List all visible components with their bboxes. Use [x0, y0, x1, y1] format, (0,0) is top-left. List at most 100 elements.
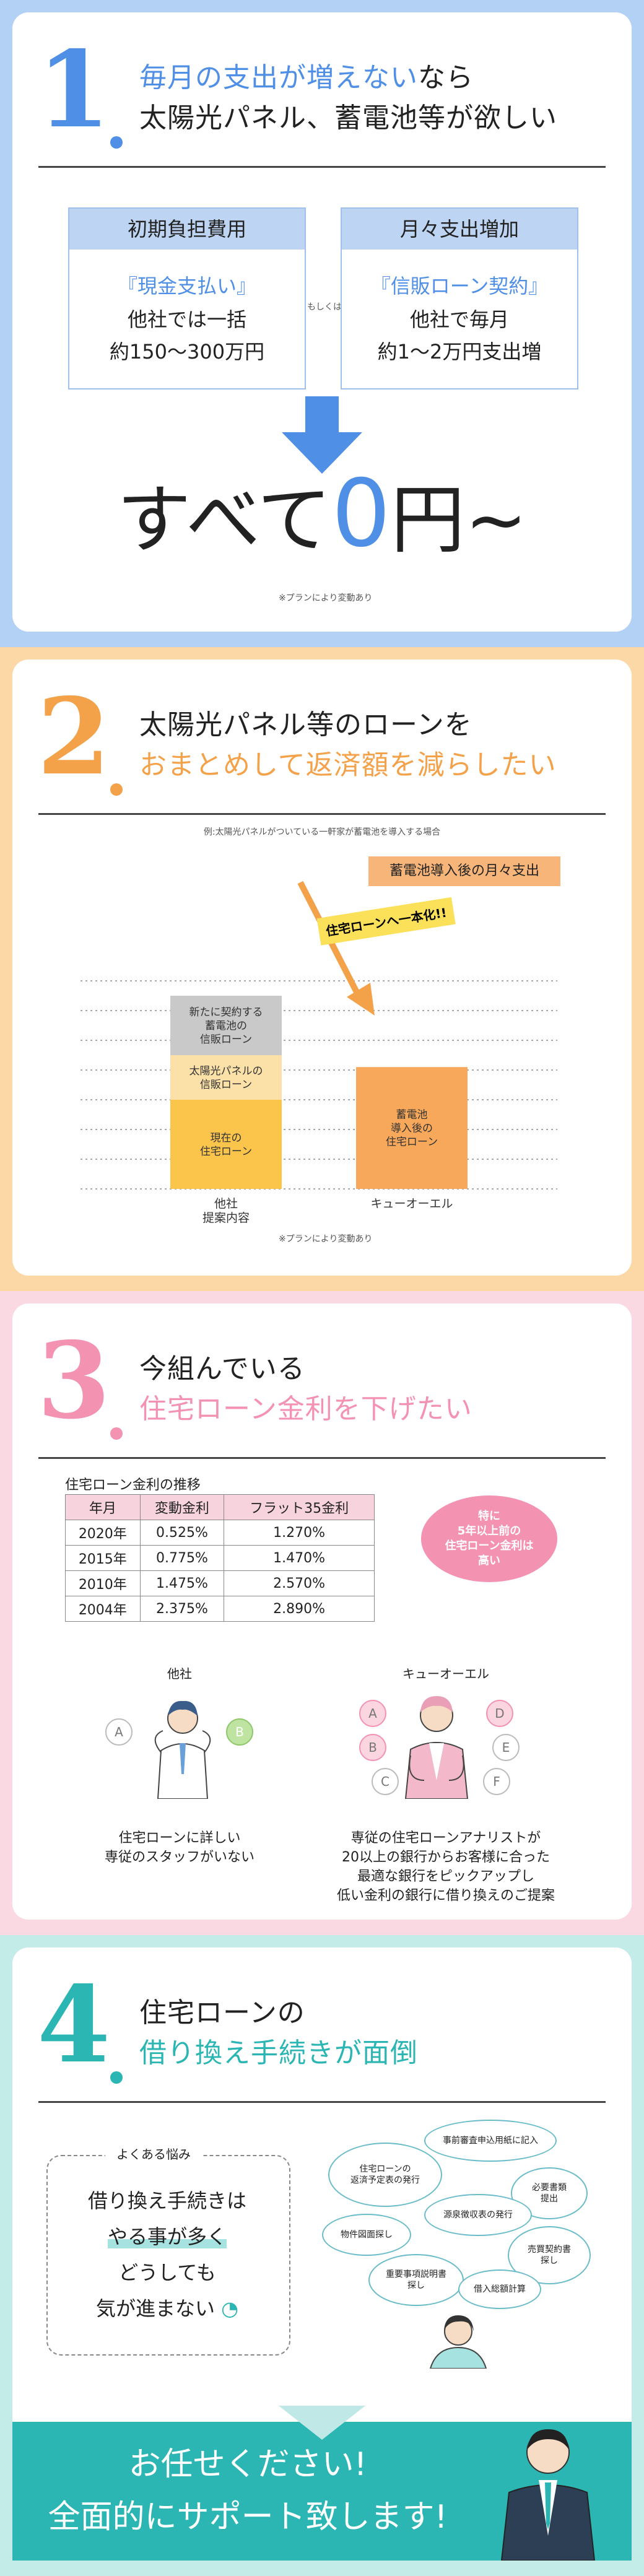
- chart-segment-label: 蓄電池: [396, 1109, 428, 1121]
- section-2-dot: [110, 783, 123, 796]
- caption-line: 最適な銀行をピックアップし: [357, 1869, 534, 1884]
- option-letter: B: [226, 1718, 253, 1746]
- chart-grid: [80, 980, 557, 1190]
- section-3-dot: [110, 1427, 123, 1440]
- worried-person-icon: [429, 2315, 487, 2369]
- section-4-card: 4 住宅ローンの 借り換え手続きが面倒 よくある悩み 借り換え手続きは やる事が…: [12, 1947, 632, 2561]
- caption-line: 専従の住宅ローンアナリストが: [350, 1830, 541, 1846]
- chart-segment-label: 新たに契約する: [189, 1006, 263, 1019]
- table-cell: 0.775%: [139, 1545, 225, 1571]
- worry-line-last: 気が進まない ◔: [46, 2291, 288, 2326]
- chart-caption: 例:太陽光パネルがついている一軒家が蓄電池を導入する場合: [203, 827, 441, 837]
- table-cell: 2015年: [65, 1545, 141, 1571]
- monthly-cost-line1: 『信販ローン契約』: [370, 274, 549, 298]
- competitor-label: 他社: [167, 1666, 192, 1681]
- banner-line1: お任せください!: [128, 2446, 367, 2483]
- analyst-icon: [404, 1696, 469, 1799]
- task-bubble: 物件図面探し: [322, 2214, 411, 2256]
- rate-table: 年月 変動金利 フラット35金利 2020年 0.525% 1.270% 2015年…: [65, 1494, 375, 1622]
- task-bubble: 売買契約書 探し: [508, 2226, 591, 2284]
- zero-yen-result: すべて0円~: [12, 468, 632, 567]
- chart-segment-label: 太陽光パネルの: [189, 1065, 263, 1077]
- worry-line-hl: やる事が多く: [46, 2219, 288, 2255]
- chart-segment-label: 現在の: [211, 1132, 242, 1144]
- chart-segment-label: 住宅ローン: [200, 1146, 252, 1158]
- section-4-title-line2: 借り換え手続きが面倒: [139, 2037, 418, 2069]
- chart-category-label: 他社: [214, 1197, 238, 1211]
- section-2-divider: [38, 813, 606, 815]
- chart-segment-label: 信販ローン: [200, 1033, 252, 1046]
- arrow-label-tag: 住宅ローンへ一本化!!: [316, 897, 456, 946]
- worry-line: やる事が多く: [107, 2225, 227, 2248]
- table-cell: 2.570%: [224, 1570, 375, 1596]
- section-1-divider: [38, 166, 606, 168]
- caption-line: 住宅ローンに詳しい: [118, 1830, 241, 1846]
- section-1-number: 1: [37, 28, 111, 152]
- chart-segment-label: 導入後の: [391, 1123, 433, 1135]
- section-1-title-highlight: 毎月の支出が増えない: [139, 62, 418, 94]
- confused-staff-icon: [154, 1700, 211, 1799]
- section-1-note: ※プランにより変動あり: [279, 593, 373, 603]
- option-letter: A: [105, 1718, 133, 1746]
- banner-line2: 全面的にサポート致します!: [48, 2499, 448, 2536]
- worry-line: 借り換え手続きは: [87, 2189, 246, 2213]
- option-letter: E: [492, 1734, 520, 1761]
- section-3-card: 3 今組んでいる 住宅ローン金利を下げたい 住宅ローン金利の推移 年月 変動金利…: [12, 1303, 632, 1920]
- rate-table-title: 住宅ローン金利の推移: [65, 1477, 201, 1493]
- chart-bar-segment: [170, 996, 282, 1055]
- zero-yen-prefix: すべて: [116, 477, 332, 564]
- table-cell: 2010年: [65, 1570, 141, 1596]
- table-row: 2020年 0.525% 1.270%: [65, 1520, 375, 1546]
- banner-pointer-icon: [279, 2406, 365, 2440]
- chart-category-label: 提案内容: [202, 1211, 250, 1225]
- table-row: 2010年 1.475% 2.570%: [65, 1570, 375, 1596]
- table-cell: 2.890%: [224, 1596, 375, 1622]
- section-4-title-line1: 住宅ローンの: [139, 1997, 305, 2029]
- table-cell: 2004年: [65, 1596, 141, 1622]
- task-bubble: 事前審査申込用紙に記入: [424, 2120, 557, 2162]
- rate-table-header-row: 年月 変動金利 フラット35金利: [65, 1494, 375, 1520]
- section-3-title-line2: 住宅ローン金利を下げたい: [139, 1393, 472, 1425]
- initial-cost-box: 初期負担費用 『現金支払い』 他社では一括 約150〜300万円: [68, 207, 306, 389]
- worry-line: どうしても: [118, 2261, 216, 2284]
- chart-bars: [170, 996, 468, 1189]
- option-letter: A: [359, 1700, 386, 1727]
- chart-tag: 蓄電池導入後の月々支出: [368, 856, 560, 886]
- table-cell: 0.525%: [139, 1520, 225, 1546]
- table-row: 2015年 0.775% 1.470%: [65, 1545, 375, 1571]
- rate-table-header: フラット35金利: [224, 1494, 375, 1520]
- section-4-number: 4: [37, 1963, 111, 2087]
- option-letter: D: [486, 1700, 513, 1727]
- section-1-dot: [110, 136, 123, 149]
- qol-label: キューオーエル: [402, 1666, 489, 1681]
- badge-line: 住宅ローン金利は: [445, 1539, 534, 1552]
- monthly-cost-line3: 約1〜2万円支出増: [377, 340, 542, 363]
- initial-cost-line1: 『現金支払い』: [117, 274, 256, 298]
- option-letter: B: [359, 1734, 386, 1761]
- caption-line: 20以上の銀行からお客様に合った: [342, 1850, 550, 1865]
- chart-bar-segment: [356, 1067, 468, 1189]
- table-cell: 2.375%: [139, 1596, 225, 1622]
- section-1-title-line2: 太陽光パネル、蓄電池等が欲しい: [139, 102, 557, 134]
- task-bubble: 源泉徴収表の発行: [424, 2194, 532, 2236]
- chart-bar-segment: [170, 1055, 282, 1100]
- worry-text: 借り換え手続きは やる事が多く どうしても 気が進まない ◔: [46, 2183, 288, 2326]
- high-rate-badge: 特に 5年以上前の 住宅ローン金利は 高い: [421, 1495, 557, 1582]
- competitor-caption: 住宅ローンに詳しい 専従のスタッフがいない: [68, 1829, 291, 1867]
- caption-line: 低い金利の銀行に借り換えのご提案: [336, 1888, 555, 1904]
- zero-yen-suffix: 円~: [390, 477, 528, 564]
- initial-cost-header: 初期負担費用: [69, 209, 305, 250]
- worry-line: 気が進まない: [95, 2297, 215, 2320]
- zero-yen-zero: 0: [331, 460, 391, 568]
- section-3-divider: [38, 1457, 606, 1459]
- badge-line: 高い: [478, 1554, 500, 1567]
- down-arrow-icon: [282, 396, 362, 474]
- task-bubble: 住宅ローンの 返済予定表の発行: [328, 2143, 442, 2207]
- section-2-title-line1: 太陽光パネル等のローンを: [139, 709, 472, 741]
- section-2-note: ※プランにより変動あり: [279, 1234, 373, 1244]
- monthly-cost-header: 月々支出増加: [342, 209, 577, 250]
- monthly-cost-line2: 他社で毎月: [409, 308, 509, 331]
- section-3-number: 3: [37, 1319, 111, 1443]
- table-cell: 1.475%: [139, 1570, 225, 1596]
